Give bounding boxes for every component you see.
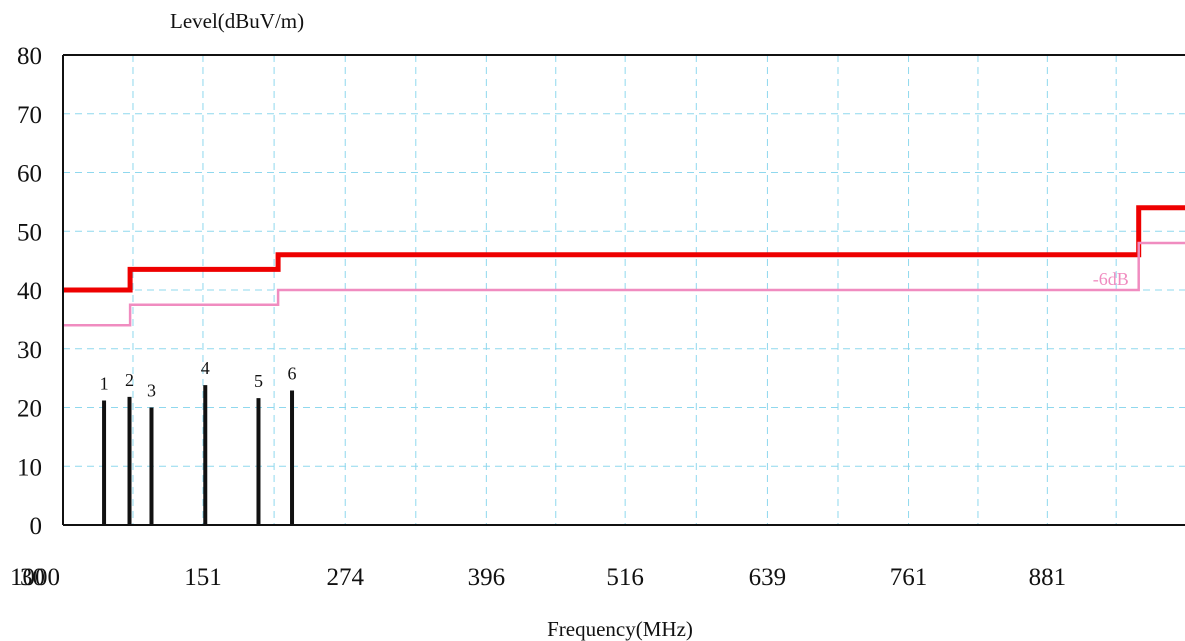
peak-marker-label-1: 1 [100,373,109,393]
y-tick-label-3: 30 [17,337,42,364]
x-tick-label-3: 396 [468,564,506,591]
x-tick-label-2: 274 [326,564,364,591]
limit-line-1 [63,241,1185,327]
y-tick-label-8: 80 [17,43,42,70]
peak-marker-label-2: 2 [125,370,134,390]
y-tick-label-4: 40 [17,278,42,305]
limit-line-0 [63,205,1185,293]
limit-line-label-1: -6dB [1093,269,1129,289]
x-tick-label-0: 30 [20,564,45,591]
axes [62,54,1185,526]
x-axis-title: Frequency(MHz) [547,617,693,641]
peak-markers: 1 23 4 5 6 [100,358,297,525]
x-tick-label-1: 151 [184,564,222,591]
y-tick-label-5: 50 [17,219,42,246]
peak-marker-label-3: 3 [147,381,156,401]
y-tick-label-6: 60 [17,161,42,188]
peak-marker-label-4: 4 [201,358,210,378]
peak-marker-label-6: 6 [288,363,297,383]
x-tick-label-7: 881 [1029,564,1067,591]
peak-marker-label-5: 5 [254,371,263,391]
y-tick-label-7: 70 [17,102,42,129]
y-tick-label-0: 0 [30,513,43,540]
x-tick-label-4: 516 [606,564,644,591]
x-tick-label-5: 639 [749,564,787,591]
x-tick-label-6: 761 [890,564,928,591]
y-axis-title: Level(dBuV/m) [170,9,304,33]
y-tick-label-1: 10 [17,454,42,481]
y-tick-label-2: 20 [17,396,42,423]
x-tick-label-8: 1000 [10,564,60,591]
limit-lines: -6dB [63,205,1185,327]
